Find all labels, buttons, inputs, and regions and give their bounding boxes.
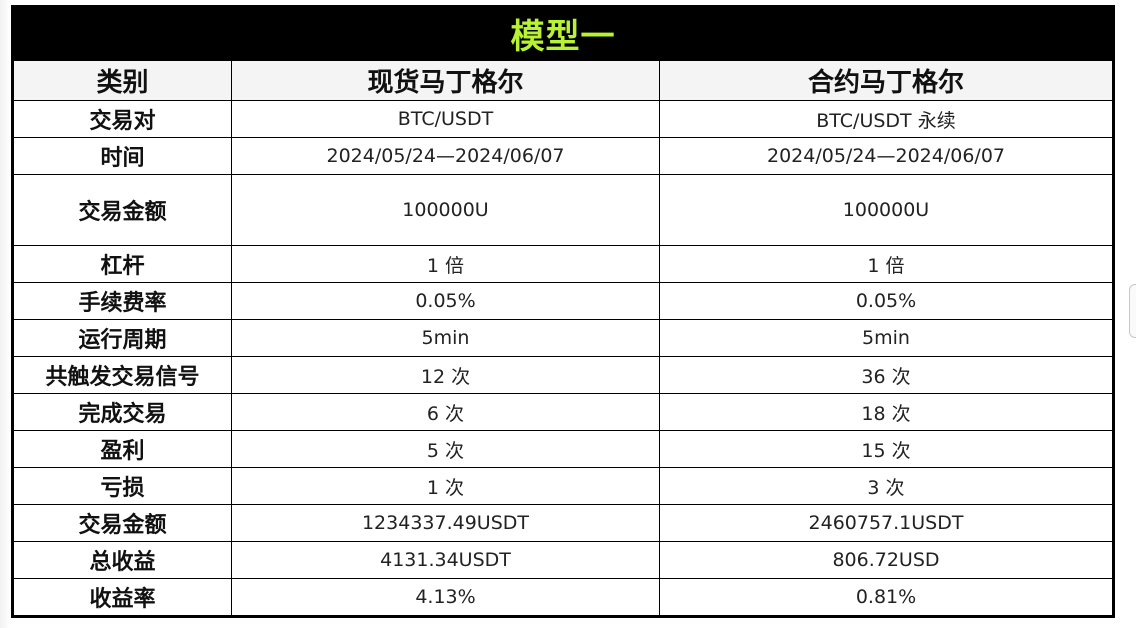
row-label: 总收益 xyxy=(13,541,232,579)
row-label: 手续费率 xyxy=(13,282,232,320)
table-row: 交易金额 1234337.49USDT 2460757.1USDT xyxy=(13,504,1113,542)
table-row: 亏损 1 次 3 次 xyxy=(13,467,1113,505)
spot-value: 1234337.49USDT xyxy=(231,504,660,542)
spot-value: 1 倍 xyxy=(231,245,660,283)
table-row: 收益率 4.13% 0.81% xyxy=(13,578,1113,616)
row-label: 共触发交易信号 xyxy=(13,356,232,394)
contract-value: 806.72USD xyxy=(659,541,1113,579)
contract-value: 2024/05/24—2024/06/07 xyxy=(659,137,1113,175)
spot-value: 5 次 xyxy=(231,430,660,468)
spot-value: 2024/05/24—2024/06/07 xyxy=(231,137,660,175)
contract-value: 15 次 xyxy=(659,430,1113,468)
row-label: 盈利 xyxy=(13,430,232,468)
contract-value: 18 次 xyxy=(659,393,1113,431)
row-label: 交易对 xyxy=(13,100,232,138)
contract-value: 1 倍 xyxy=(659,245,1113,283)
table-row: 总收益 4131.34USDT 806.72USD xyxy=(13,541,1113,579)
spot-value: 5min xyxy=(231,319,660,357)
table-row: 运行周期 5min 5min xyxy=(13,319,1113,357)
spot-value: 12 次 xyxy=(231,356,660,394)
spot-value: 4131.34USDT xyxy=(231,541,660,579)
table-row: 手续费率 0.05% 0.05% xyxy=(13,282,1113,320)
table-row: 盈利 5 次 15 次 xyxy=(13,430,1113,468)
header-spot: 现货马丁格尔 xyxy=(231,60,660,101)
comparison-table: 类别 现货马丁格尔 合约马丁格尔 交易对 BTC/USDT BTC/USDT 永… xyxy=(13,60,1113,616)
contract-value: 2460757.1USDT xyxy=(659,504,1113,542)
table-row: 时间 2024/05/24—2024/06/07 2024/05/24—2024… xyxy=(13,137,1113,175)
scroll-handle[interactable] xyxy=(1129,284,1136,338)
contract-value: 3 次 xyxy=(659,467,1113,505)
spot-value: BTC/USDT xyxy=(231,100,660,138)
contract-value: 5min xyxy=(659,319,1113,357)
row-label: 完成交易 xyxy=(13,393,232,431)
table-row: 交易金额 100000U 100000U xyxy=(13,174,1113,246)
contract-value: 0.05% xyxy=(659,282,1113,320)
spot-value: 100000U xyxy=(231,174,660,246)
table-row: 共触发交易信号 12 次 36 次 xyxy=(13,356,1113,394)
contract-value: 0.81% xyxy=(659,578,1113,616)
row-label: 交易金额 xyxy=(13,504,232,542)
row-label: 亏损 xyxy=(13,467,232,505)
table-row: 杠杆 1 倍 1 倍 xyxy=(13,245,1113,283)
spot-value: 4.13% xyxy=(231,578,660,616)
comparison-sheet: 模型一 类别 现货马丁格尔 合约马丁格尔 交易对 BTC/USDT BTC/US… xyxy=(11,5,1115,618)
row-label: 交易金额 xyxy=(13,174,232,246)
contract-value: BTC/USDT 永续 xyxy=(659,100,1113,138)
header-row: 类别 现货马丁格尔 合约马丁格尔 xyxy=(13,60,1113,101)
spot-value: 6 次 xyxy=(231,393,660,431)
spot-value: 1 次 xyxy=(231,467,660,505)
page-edge-shadow xyxy=(0,0,10,628)
row-label: 时间 xyxy=(13,137,232,175)
sheet-title: 模型一 xyxy=(13,7,1113,60)
table-row: 交易对 BTC/USDT BTC/USDT 永续 xyxy=(13,100,1113,138)
contract-value: 100000U xyxy=(659,174,1113,246)
spot-value: 0.05% xyxy=(231,282,660,320)
contract-value: 36 次 xyxy=(659,356,1113,394)
header-contract: 合约马丁格尔 xyxy=(659,60,1113,101)
table-row: 完成交易 6 次 18 次 xyxy=(13,393,1113,431)
row-label: 运行周期 xyxy=(13,319,232,357)
header-category: 类别 xyxy=(13,60,232,101)
row-label: 收益率 xyxy=(13,578,232,616)
row-label: 杠杆 xyxy=(13,245,232,283)
